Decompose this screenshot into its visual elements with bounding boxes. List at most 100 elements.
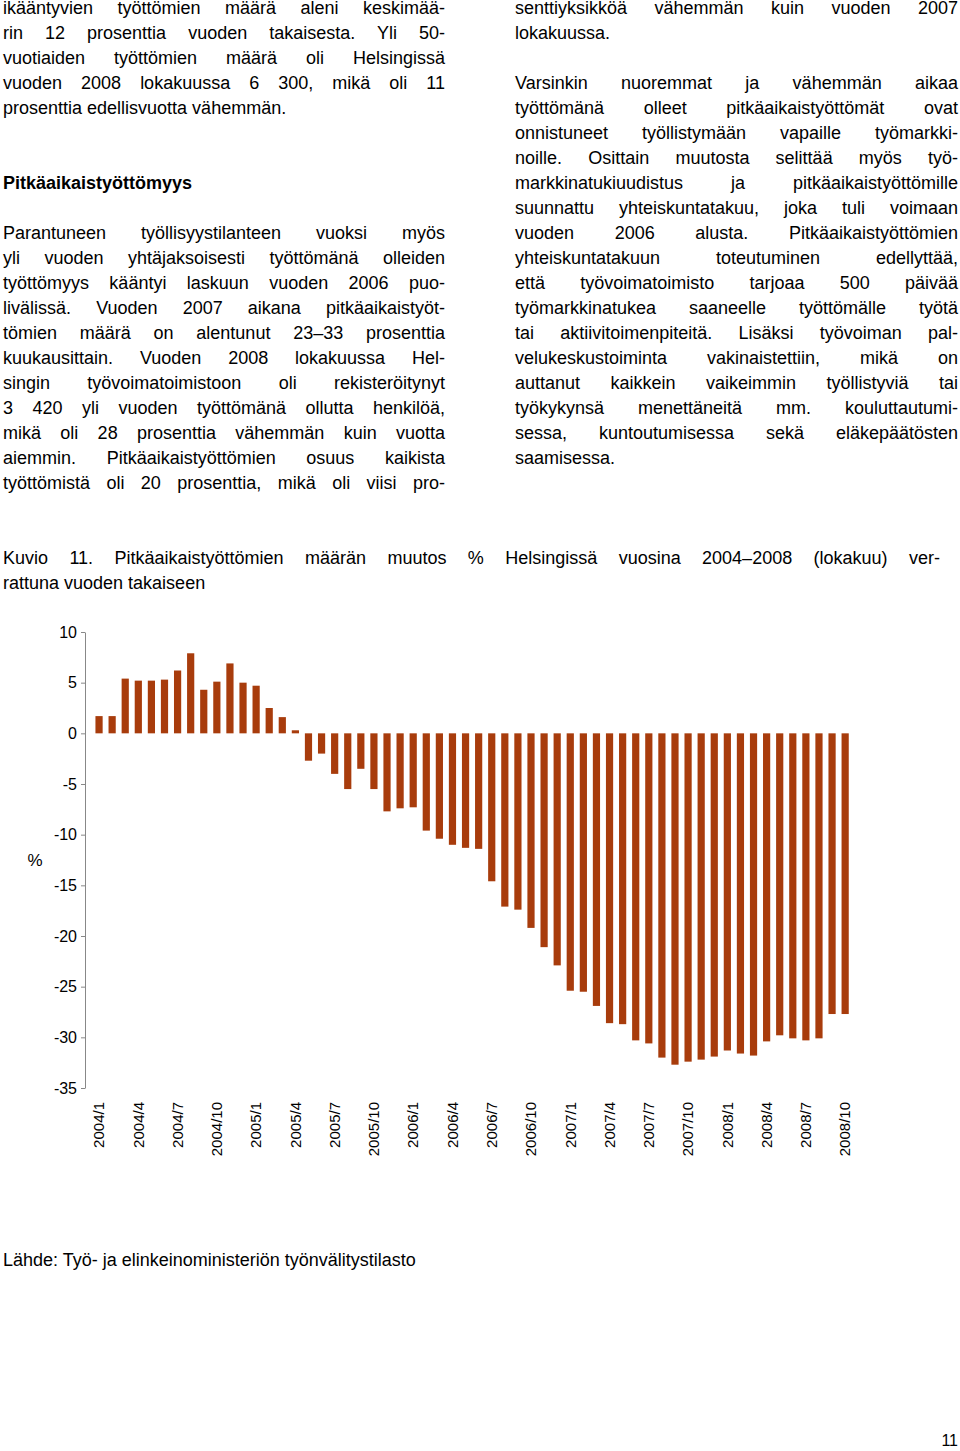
tick: 2004/10 <box>208 1102 225 1156</box>
bar <box>475 733 482 849</box>
bar <box>540 733 547 947</box>
tick-mark <box>81 885 85 886</box>
tick-label: 2007/7 <box>640 1102 657 1148</box>
tick-mark <box>81 784 85 785</box>
axis-title: % <box>27 851 42 870</box>
bar <box>397 733 404 808</box>
tick-mark <box>81 1088 85 1089</box>
tick: 2005/7 <box>326 1102 343 1148</box>
bar <box>501 733 508 906</box>
bar <box>514 733 521 909</box>
text-line: työttömistä oli 20 prosenttia, mikä oli … <box>3 472 445 494</box>
text-line: vuoden 2006 alusta. Pitkäaikaistyöttömie… <box>515 222 958 244</box>
tick-label: 2005/7 <box>326 1102 343 1148</box>
tick-label: 2005/10 <box>365 1102 382 1156</box>
tick: 2008/1 <box>719 1102 736 1148</box>
text-line: auttanut kaikkein vaikeimmin työllistyvi… <box>515 372 958 394</box>
page-number: 11 <box>900 1430 958 1451</box>
bar <box>671 733 678 1064</box>
bar <box>161 680 168 734</box>
bar <box>645 733 652 1043</box>
text-line: työttömyys kääntyi laskuun vuoden 2006 p… <box>3 272 445 294</box>
tick: -5 <box>63 776 85 793</box>
bar <box>383 733 390 811</box>
tick-label: -15 <box>54 877 77 894</box>
bar <box>606 733 613 1023</box>
bar <box>410 733 417 807</box>
bar <box>828 733 835 1014</box>
bar <box>632 733 639 1040</box>
tick: 2007/1 <box>562 1102 579 1148</box>
bar <box>554 733 561 965</box>
text-line: tömien määrä on alentunut 23–33 prosentt… <box>3 322 445 344</box>
text-line: lokakuussa. <box>515 22 958 44</box>
bar <box>815 733 822 1038</box>
text-line: vuotiaiden työttömien määrä oli Helsingi… <box>3 47 445 69</box>
bar <box>213 682 220 734</box>
bar <box>698 733 705 1059</box>
tick-label: -10 <box>54 826 77 843</box>
caption: Kuvio 11. Pitkäaikaistyöttömien määrän m… <box>3 547 940 569</box>
tick-label: 2005/1 <box>247 1102 264 1148</box>
bar <box>292 730 299 733</box>
bar <box>750 733 757 1055</box>
tick-label: 2004/7 <box>169 1102 186 1148</box>
source: Lähde: Työ- ja elinkeinoministeriön työn… <box>3 1249 416 1271</box>
tick: 2006/7 <box>483 1102 500 1148</box>
bar <box>619 733 626 1024</box>
text-line: Parantuneen työllisyystilanteen vuoksi m… <box>3 222 445 244</box>
bar <box>148 681 155 734</box>
tick: -35 <box>54 1080 85 1097</box>
bar <box>318 733 325 753</box>
bar <box>266 708 273 733</box>
text-line: ikääntyvien työttömien määrä aleni keski… <box>3 0 445 19</box>
text-line: markkinatukiuudistus ja pitkäaikaistyött… <box>515 172 958 194</box>
bar <box>174 671 181 734</box>
text-line: senttiyksikköä vähemmän kuin vuoden 2007 <box>515 0 958 19</box>
bar <box>724 733 731 1050</box>
tick-label: 2008/1 <box>719 1102 736 1148</box>
tick-label: 2007/10 <box>679 1102 696 1156</box>
bar <box>776 733 783 1035</box>
caption: rattuna vuoden takaiseen <box>3 572 940 594</box>
tick: 5 <box>68 674 85 691</box>
text-line: prosenttia edellisvuotta vähemmän. <box>3 97 445 119</box>
text-line: Varsinkin nuoremmat ja vähemmän aikaa <box>515 72 958 94</box>
tick-label: 10 <box>59 624 77 641</box>
y-axis: -35-30-25-20-15-10-50510 <box>54 624 86 1097</box>
tick-label: 2006/7 <box>483 1102 500 1148</box>
text-line: tai aktiivitoimenpiteitä. Lisäksi työvoi… <box>515 322 958 344</box>
chart: -35-30-25-20-15-10-50510%2004/12004/4200… <box>0 600 960 1220</box>
tick-label: 2004/1 <box>90 1102 107 1148</box>
text-line: kuukausittain. Vuoden 2008 lokakuussa He… <box>3 347 445 369</box>
tick-mark <box>81 936 85 937</box>
tick-mark <box>81 683 85 684</box>
bar <box>135 681 142 734</box>
tick: 2006/10 <box>522 1102 539 1156</box>
tick: 2004/1 <box>90 1102 107 1148</box>
bar <box>357 733 364 768</box>
tick-label: 2006/1 <box>404 1102 421 1148</box>
bar <box>527 733 534 928</box>
tick: -10 <box>54 826 85 843</box>
tick-label: 2007/4 <box>601 1102 618 1148</box>
tick: -30 <box>54 1029 85 1046</box>
tick-label: 2008/4 <box>758 1102 775 1148</box>
tick-label: 2005/4 <box>287 1102 304 1148</box>
bar <box>253 686 260 734</box>
tick-label: -30 <box>54 1029 77 1046</box>
text-line: livälissä. Vuoden 2007 aikana pitkäaikai… <box>3 297 445 319</box>
tick-label: 5 <box>68 674 77 691</box>
bar <box>187 653 194 733</box>
bar <box>239 683 246 734</box>
bar <box>331 733 338 774</box>
tick: 2005/4 <box>287 1102 304 1148</box>
bar <box>95 716 102 733</box>
bar <box>684 733 691 1061</box>
text-line: vuoden 2008 lokakuussa 6 300, mikä oli 1… <box>3 72 445 94</box>
bar <box>200 690 207 734</box>
tick: -25 <box>54 978 85 995</box>
bar <box>226 663 233 733</box>
bar <box>436 733 443 838</box>
text-line: onnistuneet työllistymään vapaille työma… <box>515 122 958 144</box>
